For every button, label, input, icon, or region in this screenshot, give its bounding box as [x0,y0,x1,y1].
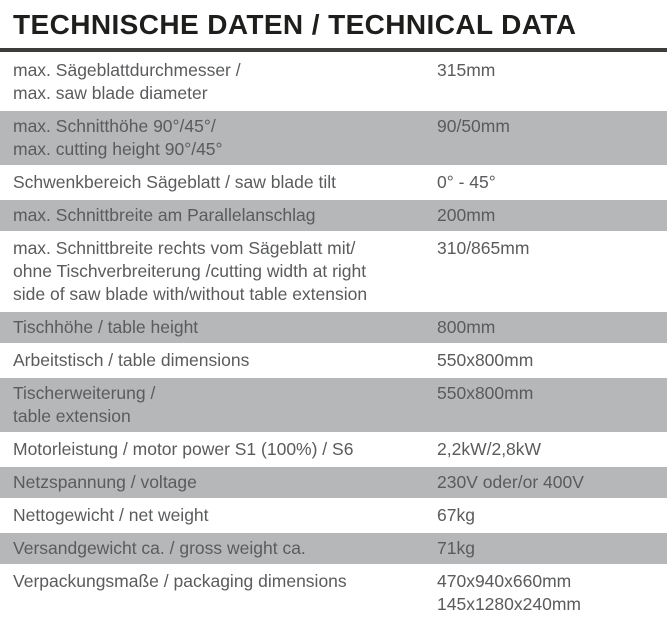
table-row: Schwenkbereich Sägeblatt / saw blade til… [0,167,667,198]
row-value: 0° - 45° [437,171,667,194]
row-value: 800mm [437,316,667,339]
row-value: 550x800mm [437,349,667,372]
row-label: Verpackungsmaße / packaging dimensions [0,570,437,616]
label-line: max. Schnitthöhe 90°/45°/ [13,116,216,136]
label-line: max. Schnittbreite am Parallelanschlag [13,205,316,225]
table-row: Nettogewicht / net weight 67kg [0,500,667,531]
row-value: 90/50mm [437,115,667,161]
row-value: 550x800mm [437,382,667,428]
table-row: max. Schnitthöhe 90°/45°/ max. cutting he… [0,111,667,165]
table-row: Versandgewicht ca. / gross weight ca. 71… [0,533,667,564]
value-line: 800mm [437,317,496,337]
label-line: max. cutting height 90°/45° [13,139,223,159]
page-header: TECHNISCHE DATEN / TECHNICAL DATA [0,0,667,41]
table-row: Motorleistung / motor power S1 (100%) / … [0,434,667,465]
label-line: max. Schnittbreite rechts vom Sägeblatt … [13,238,356,258]
value-line: 90/50mm [437,116,510,136]
table-row: Arbeitstisch / table dimensions 550x800m… [0,345,667,376]
table-row: Tischhöhe / table height 800mm [0,312,667,343]
value-line: 2,2kW/2,8kW [437,439,542,459]
label-line: max. Sägeblattdurchmesser / [13,60,241,80]
row-value: 230V oder/or 400V [437,471,667,494]
value-line: 315mm [437,60,496,80]
value-line: 230V oder/or 400V [437,472,584,492]
table-row: Tischerweiterung / table extension 550x80… [0,378,667,432]
value-line: 470x940x660mm [437,571,572,591]
title-divider [0,48,667,52]
label-line: side of saw blade with/without table ext… [13,284,368,304]
row-label: Tischerweiterung / table extension [0,382,437,428]
value-line: 200mm [437,205,496,225]
label-line: Versandgewicht ca. / gross weight ca. [13,538,306,558]
row-label: Motorleistung / motor power S1 (100%) / … [0,438,437,461]
value-line: 310/865mm [437,238,530,258]
label-line: Tischerweiterung / [13,383,156,403]
row-value: 315mm [437,59,667,105]
value-line: 550x800mm [437,383,534,403]
label-line: Tischhöhe / table height [13,317,199,337]
row-label: Versandgewicht ca. / gross weight ca. [0,537,437,560]
spec-table: max. Sägeblattdurchmesser / max. saw blad… [0,55,667,620]
row-value: 310/865mm [437,237,667,306]
label-line: Schwenkbereich Sägeblatt / saw blade til… [13,172,336,192]
label-line: Verpackungsmaße / packaging dimensions [13,571,347,591]
table-row: Netzspannung / voltage 230V oder/or 400V [0,467,667,498]
label-line: ohne Tischverbreiterung /cutting width a… [13,261,367,281]
row-value: 67kg [437,504,667,527]
value-line: 145x1280x240mm [437,594,581,614]
row-value: 470x940x660mm 145x1280x240mm [437,570,667,616]
value-line: 71kg [437,538,475,558]
row-label: max. Schnittbreite rechts vom Sägeblatt … [0,237,437,306]
label-line: table extension [13,406,131,426]
value-line: 0° - 45° [437,172,496,192]
table-row: max. Sägeblattdurchmesser / max. saw blad… [0,55,667,109]
row-label: Nettogewicht / net weight [0,504,437,527]
row-label: Netzspannung / voltage [0,471,437,494]
row-label: max. Schnitthöhe 90°/45°/ max. cutting he… [0,115,437,161]
row-label: Arbeitstisch / table dimensions [0,349,437,372]
label-line: Motorleistung / motor power S1 (100%) / … [13,439,354,459]
table-row: max. Schnittbreite rechts vom Sägeblatt … [0,233,667,310]
row-label: Tischhöhe / table height [0,316,437,339]
table-row: max. Schnittbreite am Parallelanschlag 2… [0,200,667,231]
row-value: 200mm [437,204,667,227]
page-title: TECHNISCHE DATEN / TECHNICAL DATA [13,9,577,40]
label-line: Nettogewicht / net weight [13,505,209,525]
row-label: max. Sägeblattdurchmesser / max. saw blad… [0,59,437,105]
row-label: max. Schnittbreite am Parallelanschlag [0,204,437,227]
row-value: 71kg [437,537,667,560]
label-line: Netzspannung / voltage [13,472,197,492]
table-row: Verpackungsmaße / packaging dimensions 4… [0,566,667,620]
value-line: 550x800mm [437,350,534,370]
row-value: 2,2kW/2,8kW [437,438,667,461]
label-line: Arbeitstisch / table dimensions [13,350,250,370]
value-line: 67kg [437,505,475,525]
label-line: max. saw blade diameter [13,83,208,103]
row-label: Schwenkbereich Sägeblatt / saw blade til… [0,171,437,194]
